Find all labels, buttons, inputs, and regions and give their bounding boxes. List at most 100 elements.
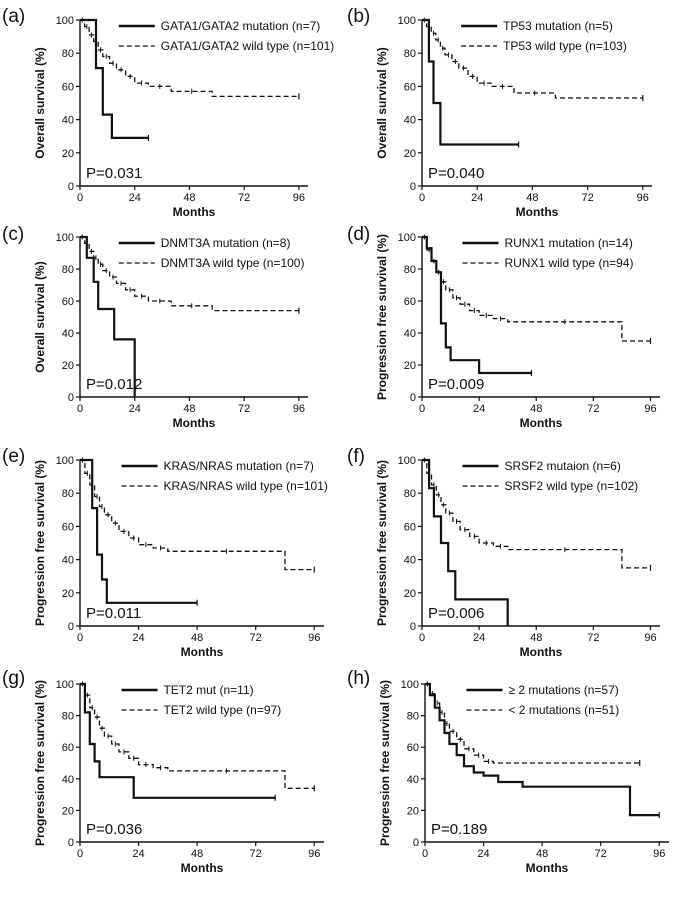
- x-tick-label: 0: [77, 632, 83, 644]
- y-tick-label: 0: [410, 181, 416, 193]
- y-tick-label: 0: [68, 621, 74, 633]
- panel-label: (c): [2, 224, 24, 245]
- legend-label: ≥ 2 mutations (n=57): [508, 683, 618, 697]
- legend-label: GATA1/GATA2 mutation (n=7): [161, 19, 321, 33]
- x-axis-title: Months: [181, 645, 224, 659]
- y-tick-label: 20: [404, 148, 416, 160]
- p-value-label: P=0.012: [86, 376, 142, 393]
- x-axis-title: Months: [520, 416, 563, 430]
- x-tick-label: 48: [536, 848, 548, 860]
- x-axis-title: Months: [520, 645, 563, 659]
- legend-label: TET2 mut (n=11): [163, 683, 253, 697]
- y-tick-label: 40: [62, 115, 74, 127]
- x-tick-label: 48: [526, 192, 538, 204]
- p-value-label: P=0.011: [86, 605, 141, 622]
- km-curve-solid: [425, 682, 660, 817]
- x-tick-label: 72: [595, 848, 607, 860]
- y-tick-label: 60: [404, 81, 416, 93]
- legend-label: TP53 mutation (n=5): [503, 19, 613, 33]
- x-tick-label: 24: [473, 403, 485, 415]
- x-axis-title: Months: [173, 416, 216, 430]
- y-tick-label: 0: [68, 392, 74, 404]
- legend-label: SRSF2 wild type (n=102): [504, 479, 638, 493]
- x-tick-label: 24: [129, 403, 141, 415]
- y-tick-label: 60: [62, 742, 74, 754]
- x-tick-label: 0: [422, 848, 428, 860]
- panel-label: (a): [2, 6, 25, 27]
- y-tick-label: 100: [398, 455, 416, 467]
- y-tick-label: 100: [56, 455, 74, 467]
- panel-label: (e): [2, 446, 25, 467]
- y-tick-label: 20: [404, 588, 416, 600]
- p-value-label: P=0.031: [86, 165, 142, 182]
- x-tick-label: 48: [530, 403, 542, 415]
- y-tick-label: 40: [404, 328, 416, 340]
- y-axis-title: Overall survival (%): [375, 47, 389, 158]
- y-tick-label: 80: [404, 488, 416, 500]
- x-tick-label: 48: [183, 403, 195, 415]
- x-tick-label: 72: [238, 403, 250, 415]
- y-tick-label: 20: [62, 360, 74, 372]
- y-tick-label: 40: [404, 115, 416, 127]
- y-tick-label: 0: [410, 392, 416, 404]
- y-tick-label: 0: [413, 837, 419, 849]
- y-tick-label: 100: [398, 15, 416, 27]
- y-tick-label: 60: [407, 742, 419, 754]
- panel-label: (d): [347, 224, 370, 245]
- y-tick-label: 60: [404, 521, 416, 533]
- panel-label: (h): [347, 668, 370, 689]
- y-axis-title: Progression free survival (%): [33, 680, 47, 846]
- x-tick-label: 48: [530, 632, 542, 644]
- x-tick-label: 72: [587, 403, 599, 415]
- x-tick-label: 72: [250, 848, 262, 860]
- x-tick-label: 0: [77, 192, 83, 204]
- y-tick-label: 100: [398, 232, 416, 244]
- x-tick-label: 24: [473, 632, 485, 644]
- x-tick-label: 72: [587, 632, 599, 644]
- legend-label: TET2 wild type (n=97): [163, 703, 281, 717]
- y-tick-label: 100: [56, 679, 74, 691]
- x-tick-label: 96: [644, 403, 656, 415]
- panel-g: (g) 0 20 40 60 80 100 0 24 48 72 96 Months Progressio…: [2, 668, 324, 875]
- legend-label: KRAS/NRAS mutation (n=7): [163, 459, 313, 473]
- y-axis-title: Overall survival (%): [33, 47, 47, 158]
- y-tick-label: 80: [62, 264, 74, 276]
- legend-label: DNMT3A wild type (n=100): [161, 256, 305, 270]
- km-curve-solid: [80, 235, 136, 397]
- x-tick-label: 24: [477, 848, 489, 860]
- panel-label: (f): [347, 446, 365, 467]
- x-tick-label: 0: [77, 848, 83, 860]
- y-tick-label: 80: [62, 48, 74, 60]
- p-value-label: P=0.006: [428, 605, 484, 622]
- p-value-label: P=0.009: [428, 376, 484, 393]
- legend-label: KRAS/NRAS wild type (n=101): [163, 479, 327, 493]
- y-tick-label: 0: [68, 181, 74, 193]
- x-tick-label: 24: [132, 848, 144, 860]
- y-axis-title: Overall survival (%): [33, 261, 47, 372]
- p-value-label: P=0.040: [428, 165, 484, 182]
- km-curve-solid: [422, 458, 509, 626]
- y-tick-label: 60: [62, 296, 74, 308]
- p-value-label: P=0.189: [431, 821, 487, 838]
- x-tick-label: 96: [308, 632, 320, 644]
- legend-label: DNMT3A mutation (n=8): [161, 236, 291, 250]
- panel-c: (c) 0 20 40 60 80 100 0 24 48 72 96 Months Overall su…: [2, 224, 308, 430]
- y-tick-label: 100: [56, 15, 74, 27]
- y-tick-label: 20: [407, 805, 419, 817]
- y-tick-label: 40: [62, 774, 74, 786]
- x-tick-label: 24: [471, 192, 483, 204]
- y-tick-label: 80: [62, 711, 74, 723]
- y-tick-label: 80: [404, 264, 416, 276]
- y-tick-label: 100: [56, 232, 74, 244]
- y-tick-label: 60: [62, 81, 74, 93]
- legend-label: TP53 wild type (n=103): [503, 39, 627, 53]
- x-tick-label: 96: [308, 848, 320, 860]
- x-tick-label: 96: [293, 403, 305, 415]
- panel-b: (b) 0 20 40 60 80 100 0 24 48 72 96 Months Overall su…: [347, 6, 652, 219]
- panel-f: (f) 0 20 40 60 80 100 0 24 48 72 96 Months Progressio…: [347, 446, 660, 659]
- legend-label: RUNX1 mutation (n=14): [504, 236, 632, 250]
- y-tick-label: 40: [62, 328, 74, 340]
- y-tick-label: 40: [404, 555, 416, 567]
